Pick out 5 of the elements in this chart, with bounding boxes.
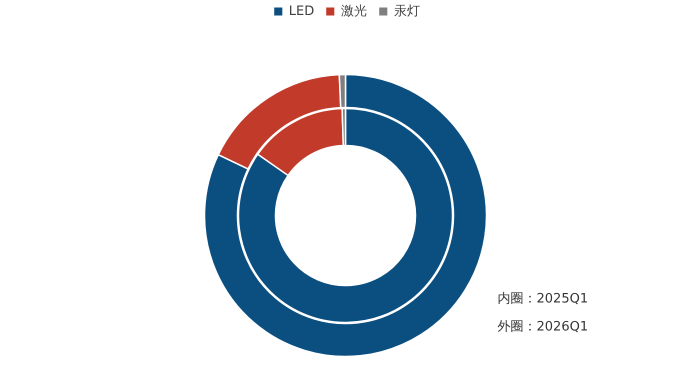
text: 内圈：2025Q1	[498, 292, 588, 306]
text: 外圈：2026Q1	[498, 320, 588, 334]
legend-label: 激光	[341, 3, 368, 20]
legend-label: LED	[288, 4, 314, 18]
legend-label: 汞灯	[394, 3, 420, 20]
